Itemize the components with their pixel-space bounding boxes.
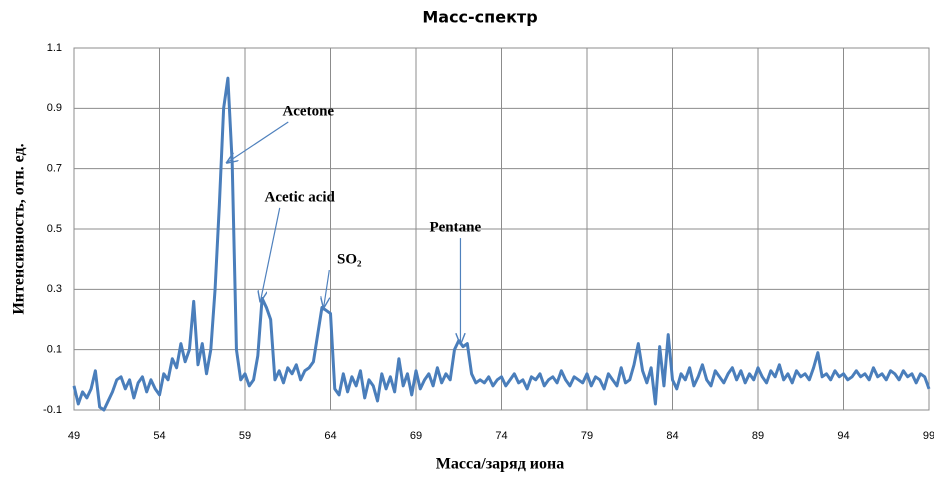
x-tick-label: 49 — [68, 430, 80, 442]
x-axis-label: Масса/заряд иона — [436, 456, 564, 473]
x-tick-label: 94 — [837, 430, 849, 442]
y-tick-label: 0.9 — [47, 102, 62, 114]
y-tick-label: 0.3 — [47, 283, 62, 295]
plot-border — [73, 47, 930, 411]
x-tick-label: 64 — [324, 430, 336, 442]
x-tick-label: 59 — [239, 430, 251, 442]
x-tick-label: 89 — [752, 430, 764, 442]
chart-title: Масс-спектр — [422, 8, 537, 27]
x-tick-label: 54 — [153, 430, 165, 442]
annotation-arrow — [260, 207, 281, 301]
y-tick-label: 1.1 — [47, 42, 62, 54]
annotation-label: SO₂ — [337, 252, 362, 268]
y-tick-label: 0.5 — [47, 223, 62, 235]
annotation-label: Acetone — [282, 103, 334, 119]
annotation-arrow — [324, 269, 330, 307]
data-line — [72, 76, 931, 412]
x-tick-label: 79 — [581, 430, 593, 442]
y-tick-label: 0.7 — [47, 163, 62, 175]
x-tick-label: 69 — [410, 430, 422, 442]
annotation-label: Pentane — [429, 220, 481, 236]
y-tick-label: -0.1 — [43, 404, 62, 416]
y-axis-label: Интенсивность, отн. ед. — [11, 143, 28, 314]
x-tick-label: 74 — [495, 430, 507, 442]
x-tick-label: 84 — [666, 430, 678, 442]
x-tick-label: 99 — [923, 430, 934, 442]
annotation-label: Acetic acid — [265, 189, 336, 205]
annotation-arrow — [227, 121, 289, 163]
y-tick-label: 0.1 — [47, 344, 62, 356]
